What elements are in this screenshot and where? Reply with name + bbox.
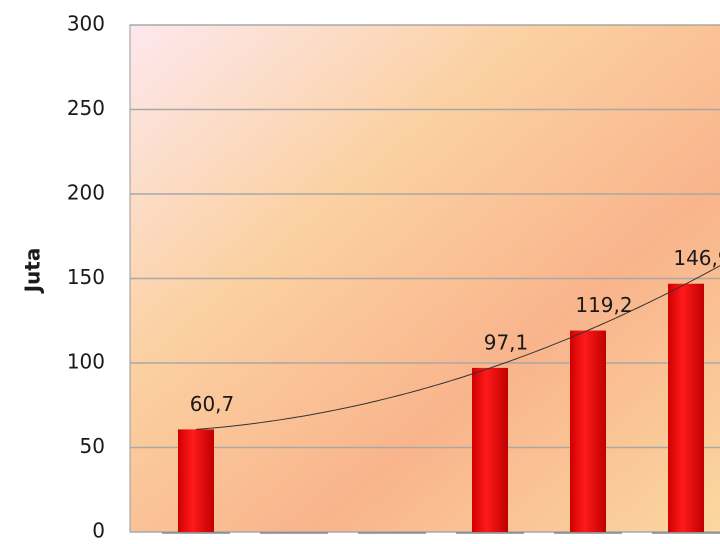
- bar: [178, 429, 214, 532]
- y-tick-label: 200: [67, 181, 105, 205]
- bar: [570, 330, 606, 532]
- y-tick-label: 0: [92, 519, 105, 541]
- value-label: 146,9: [673, 246, 720, 270]
- trendline: [195, 265, 720, 430]
- y-tick-label: 50: [80, 434, 105, 458]
- y-tick-label: 150: [67, 265, 105, 289]
- bar: [472, 367, 508, 532]
- value-label: 97,1: [484, 330, 529, 354]
- y-tick-label: 250: [67, 96, 105, 120]
- value-label: 119,2: [575, 293, 632, 317]
- bar: [668, 283, 704, 532]
- value-label: 60,7: [190, 392, 235, 416]
- y-tick-label: 300: [67, 12, 105, 36]
- y-tick-label: 100: [67, 350, 105, 374]
- y-axis-label: Juta: [21, 248, 45, 295]
